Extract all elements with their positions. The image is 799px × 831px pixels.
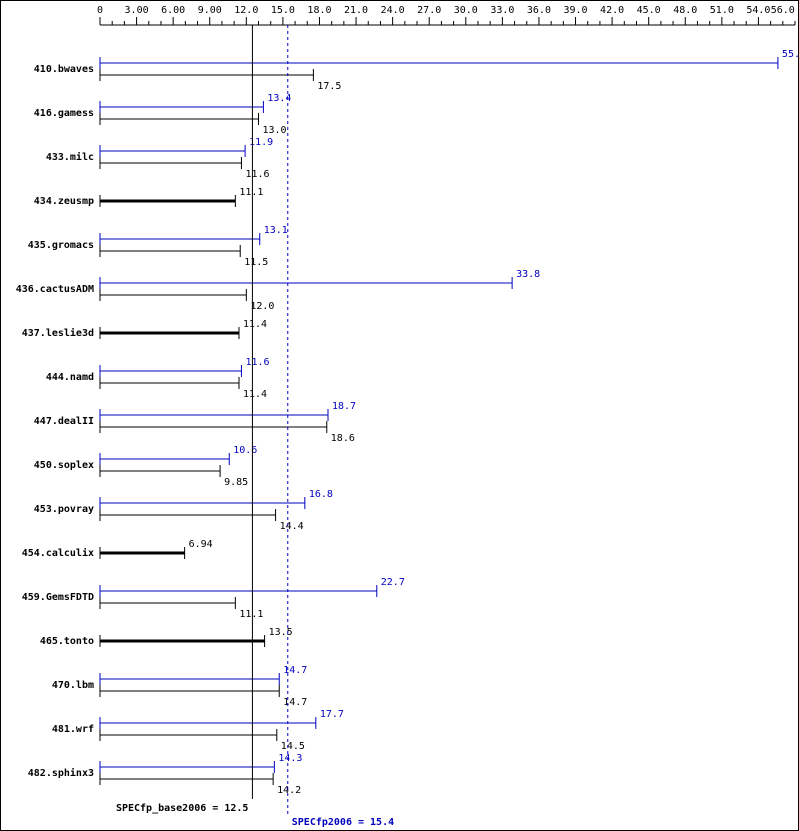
spec-benchmark-chart: 0 3.00 6.00 9.00 12.0 15.0 18.0 21.0 24.0 27.0 30.… <box>0 0 799 831</box>
benchmark-value: 11.4 <box>243 389 267 400</box>
axis-tick-label: 3.00 <box>125 5 149 16</box>
benchmark-value: 18.7 <box>332 401 356 412</box>
benchmark-value: 6.94 <box>189 539 213 550</box>
benchmark-value: 11.4 <box>243 319 267 330</box>
benchmark-label: 437.leslie3d <box>22 327 94 339</box>
axis-tick-label: 33.0 <box>490 5 514 16</box>
benchmark-value: 11.6 <box>245 169 269 180</box>
axis-tick-label: 18.0 <box>307 5 331 16</box>
benchmark-value: 11.1 <box>239 609 263 620</box>
axis-tick-label: 54.0 <box>746 5 770 16</box>
benchmark-value: 16.8 <box>309 489 333 500</box>
benchmark-value: 14.7 <box>283 665 307 676</box>
axis-tick-label: 56.0 <box>771 5 795 16</box>
benchmark-value: 13.1 <box>264 225 288 236</box>
axis-tick-label: 42.0 <box>600 5 624 16</box>
axis-tick-label: 15.0 <box>271 5 295 16</box>
benchmark-value: 14.3 <box>278 753 302 764</box>
benchmark-label: 410.bwaves <box>34 64 94 75</box>
axis-tick-label: 0 <box>97 5 103 16</box>
benchmark-value: 18.6 <box>331 433 355 444</box>
benchmark-value: 11.5 <box>244 257 268 268</box>
benchmark-value: 14.4 <box>280 521 304 532</box>
benchmark-label: 481.wrf <box>52 724 94 735</box>
benchmark-label: 453.povray <box>34 504 94 515</box>
benchmark-label: 435.gromacs <box>28 240 94 251</box>
benchmark-value: 14.7 <box>283 697 307 708</box>
benchmark-label: 447.dealII <box>34 416 94 427</box>
benchmark-label: 433.milc <box>46 151 94 163</box>
reference-label-peak: SPECfp2006 = 15.4 <box>292 817 394 828</box>
benchmark-label: 482.sphinx3 <box>28 767 94 779</box>
benchmark-value: 17.5 <box>317 81 341 92</box>
axis-tick-label: 24.0 <box>381 5 405 16</box>
benchmark-value: 11.1 <box>239 187 263 198</box>
axis-tick-label: 51.0 <box>710 5 734 16</box>
benchmark-value: 55.6 <box>782 49 799 60</box>
axis-tick-label: 27.0 <box>417 5 441 16</box>
benchmark-value: 11.6 <box>245 357 269 368</box>
reference-label-base: SPECfp_base2006 = 12.5 <box>116 803 248 814</box>
benchmark-label: 459.GemsFDTD <box>22 592 94 603</box>
axis-tick-label: 12.0 <box>234 5 258 16</box>
axis-tick-label: 21.0 <box>344 5 368 16</box>
benchmark-value: 14.2 <box>277 785 301 796</box>
benchmark-value: 14.5 <box>281 741 305 752</box>
axis-tick-label: 9.00 <box>198 5 222 16</box>
axis-tick-label: 36.0 <box>527 5 551 16</box>
benchmark-value: 13.5 <box>269 627 293 638</box>
benchmark-label: 454.calculix <box>22 547 94 559</box>
benchmark-label: 434.zeusmp <box>34 196 94 207</box>
axis-tick-label: 39.0 <box>563 5 587 16</box>
benchmark-value: 17.7 <box>320 709 344 720</box>
benchmark-value: 33.8 <box>516 269 540 280</box>
benchmark-label: 436.cactusADM <box>16 284 94 295</box>
benchmark-value: 12.0 <box>250 301 274 312</box>
benchmark-value: 10.6 <box>233 445 257 456</box>
benchmark-label: 470.lbm <box>52 680 94 691</box>
benchmark-value: 22.7 <box>381 577 405 588</box>
benchmark-value: 13.0 <box>263 125 287 136</box>
benchmark-value: 9.85 <box>224 477 248 488</box>
benchmark-label: 444.namd <box>46 372 94 383</box>
benchmark-label: 465.tonto <box>40 636 94 647</box>
axis-tick-label: 48.0 <box>673 5 697 16</box>
benchmark-label: 416.gamess <box>34 108 94 119</box>
benchmark-label: 450.soplex <box>34 460 94 471</box>
axis-tick-label: 30.0 <box>454 5 478 16</box>
axis-tick-label: 45.0 <box>637 5 661 16</box>
axis-tick-label: 6.00 <box>161 5 185 16</box>
